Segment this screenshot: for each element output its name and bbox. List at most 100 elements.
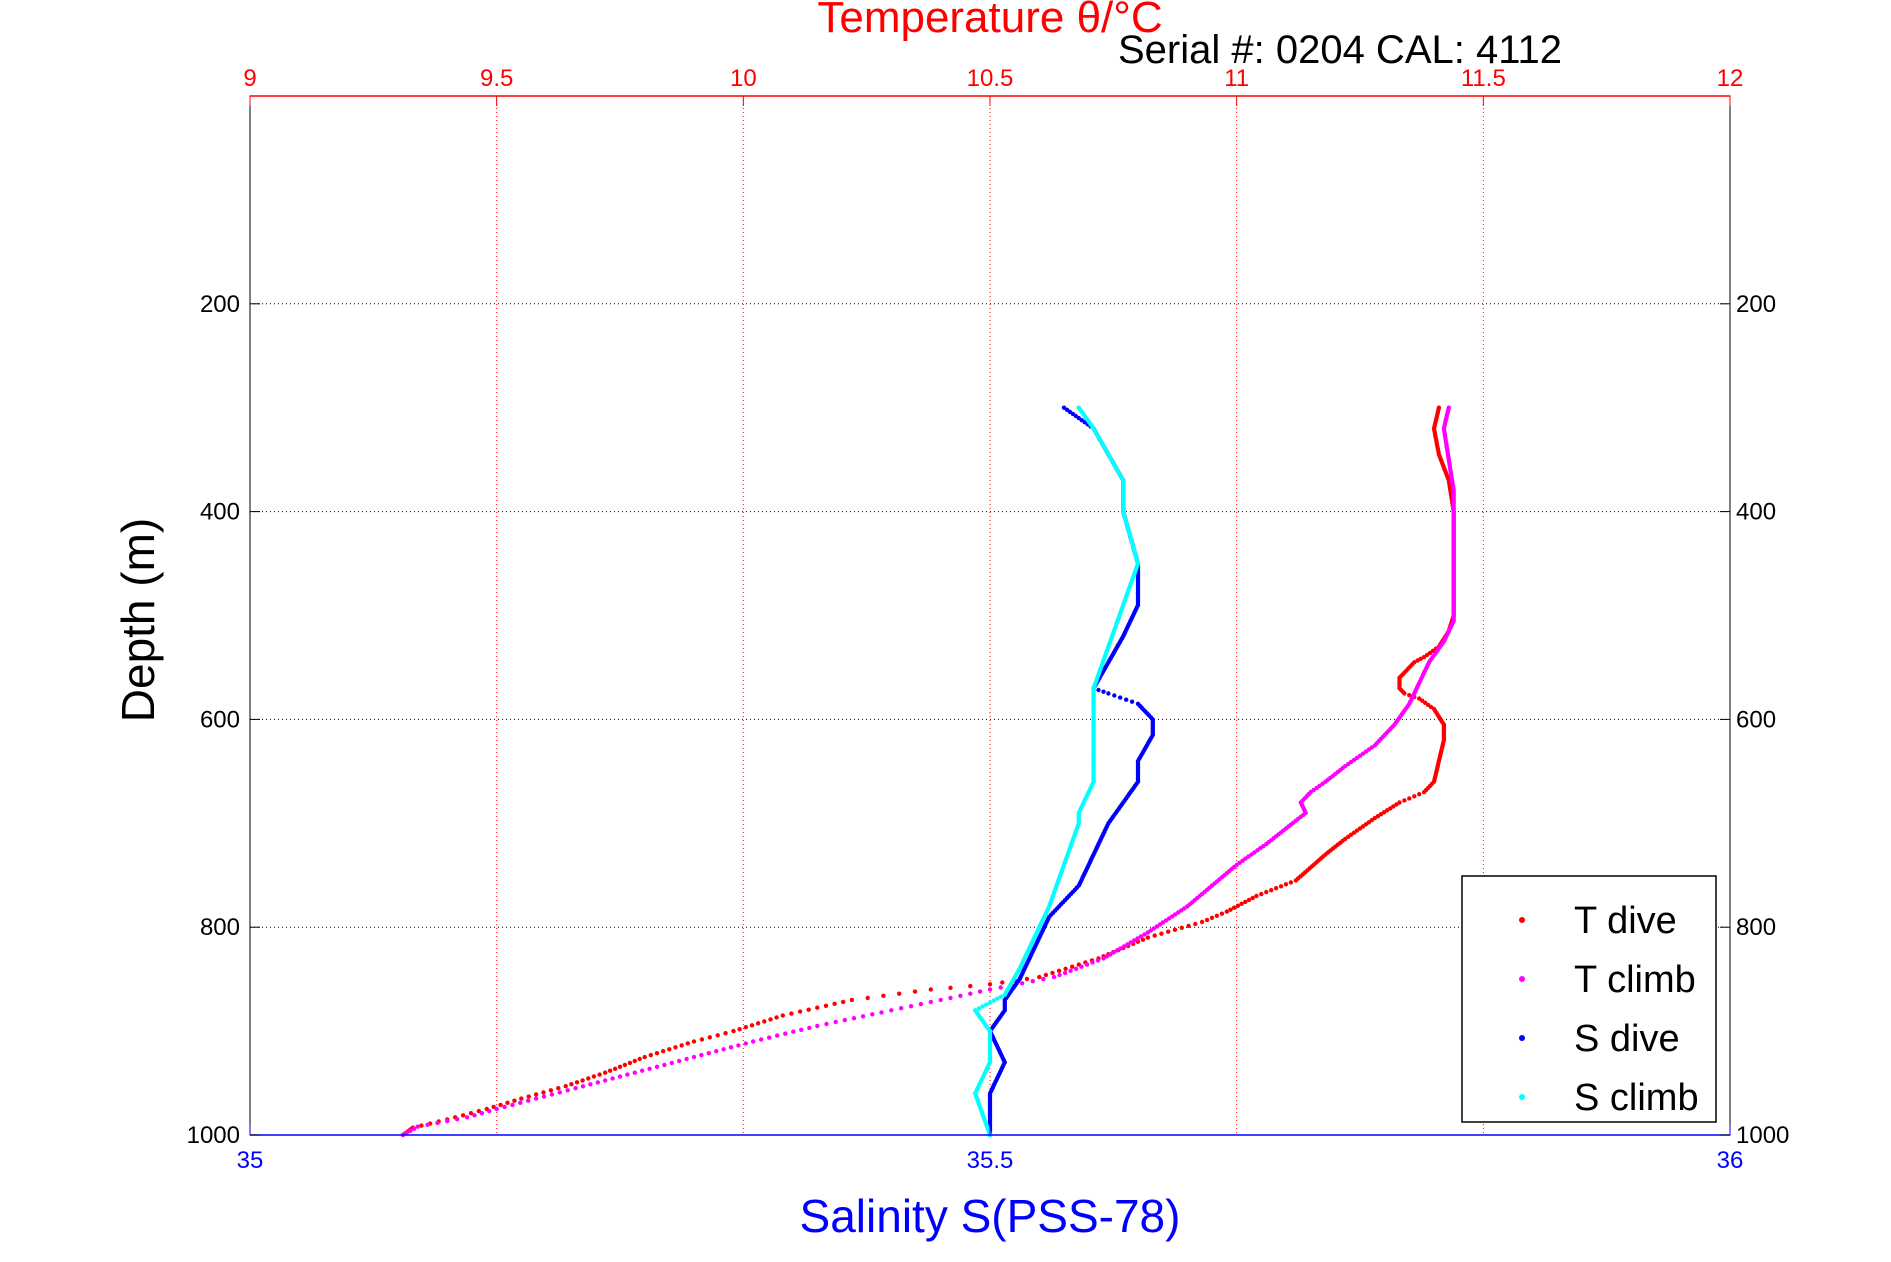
data-point xyxy=(1278,884,1284,889)
data-point xyxy=(736,1043,741,1048)
data-point xyxy=(1254,893,1259,899)
data-point xyxy=(762,1019,767,1024)
series-layer xyxy=(400,405,1456,1138)
data-point xyxy=(1101,956,1106,961)
data-point xyxy=(510,1102,515,1108)
data-point xyxy=(1152,933,1157,938)
data-point xyxy=(617,1064,623,1070)
data-point xyxy=(612,1066,618,1072)
data-point xyxy=(699,1037,705,1042)
data-point xyxy=(502,1104,507,1110)
data-point xyxy=(789,1011,794,1016)
data-point xyxy=(632,1070,637,1075)
chart-subtitle: Serial #: 0204 CAL: 4112 xyxy=(1118,28,1562,72)
data-point xyxy=(472,1113,477,1118)
data-point xyxy=(1000,980,1005,985)
data-point xyxy=(468,1111,474,1116)
legend-marker xyxy=(1519,1094,1525,1100)
data-point xyxy=(1051,974,1057,980)
data-point xyxy=(1273,886,1279,891)
data-point xyxy=(1050,970,1055,976)
data-point xyxy=(1421,789,1427,795)
data-point xyxy=(723,1031,728,1036)
data-point xyxy=(797,1009,803,1014)
data-point xyxy=(1232,905,1237,910)
data-point xyxy=(707,1035,712,1040)
data-point xyxy=(1283,882,1289,887)
depth-tick-label-left: 200 xyxy=(200,291,240,318)
data-point xyxy=(832,1001,837,1006)
data-point xyxy=(415,1124,420,1129)
data-point xyxy=(455,1117,460,1122)
data-point xyxy=(642,1054,647,1060)
data-point xyxy=(968,983,973,989)
data-point xyxy=(617,1074,623,1079)
data-point xyxy=(661,1049,666,1054)
legend-label: T climb xyxy=(1574,959,1696,1001)
data-point xyxy=(541,1094,547,1099)
legend-box xyxy=(1461,875,1717,1123)
depth-tick-label-right: 600 xyxy=(1736,706,1776,733)
data-point xyxy=(460,1113,466,1118)
series-t-climb xyxy=(400,405,1456,1138)
data-point xyxy=(1228,907,1233,912)
data-point xyxy=(1111,950,1116,955)
data-point xyxy=(691,1054,697,1060)
data-point xyxy=(731,1028,736,1034)
data-point xyxy=(1250,895,1255,901)
temperature-tick-label: 12 xyxy=(1717,65,1744,92)
data-point xyxy=(498,1102,503,1108)
data-point xyxy=(1063,966,1068,971)
data-point xyxy=(512,1098,517,1103)
legend-marker xyxy=(1519,1035,1525,1041)
data-point xyxy=(1142,932,1147,937)
depth-tick-label-left: 800 xyxy=(200,914,240,941)
data-point xyxy=(595,1080,600,1085)
data-point xyxy=(563,1084,568,1089)
data-point xyxy=(1172,927,1178,932)
data-point xyxy=(610,1076,615,1081)
data-point xyxy=(487,1108,492,1114)
data-point xyxy=(425,1122,430,1128)
data-point xyxy=(625,1072,630,1077)
data-point xyxy=(1417,792,1422,797)
data-point xyxy=(841,999,846,1005)
data-point xyxy=(1402,691,1407,696)
temperature-tick-label: 10.5 xyxy=(967,65,1014,92)
data-point xyxy=(865,995,870,1001)
depth-tick-label-left: 1000 xyxy=(187,1122,240,1149)
data-point xyxy=(714,1049,719,1054)
data-point xyxy=(948,985,953,990)
data-point xyxy=(881,993,886,998)
data-point xyxy=(677,1058,682,1064)
data-point xyxy=(968,991,973,996)
depth-tick-label-left: 600 xyxy=(200,706,240,733)
data-point xyxy=(879,1010,884,1015)
data-point xyxy=(1421,654,1427,660)
data-point xyxy=(603,1078,608,1083)
data-point xyxy=(1124,697,1129,702)
data-point xyxy=(669,1060,674,1066)
data-point xyxy=(1125,942,1130,947)
data-point xyxy=(627,1060,633,1066)
data-point xyxy=(1402,798,1407,803)
data-point xyxy=(1138,934,1144,939)
data-point xyxy=(806,1007,811,1012)
data-point xyxy=(1129,699,1135,704)
data-point xyxy=(505,1100,510,1106)
data-point xyxy=(691,1039,697,1044)
data-point xyxy=(1199,919,1205,925)
data-point xyxy=(565,1088,570,1093)
data-point xyxy=(775,1033,780,1038)
data-point xyxy=(1159,931,1164,936)
data-point xyxy=(1235,903,1241,908)
data-point xyxy=(1024,976,1030,982)
data-point xyxy=(699,1052,704,1058)
data-point xyxy=(759,1037,764,1042)
data-point xyxy=(569,1082,574,1087)
data-point xyxy=(518,1100,523,1106)
salinity-tick-label: 35 xyxy=(237,1147,264,1174)
ticks: 9 9.5 10 10.5 11 11.5 12 35 35.5 36 200 200 400 400 60… xyxy=(187,65,1790,1174)
data-point xyxy=(870,1012,875,1017)
